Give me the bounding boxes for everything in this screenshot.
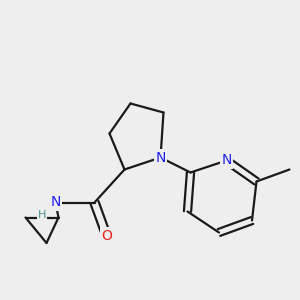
Text: O: O — [101, 229, 112, 242]
Text: H: H — [38, 209, 46, 220]
Text: N: N — [155, 151, 166, 164]
Text: N: N — [50, 196, 61, 209]
Text: N: N — [221, 154, 232, 167]
